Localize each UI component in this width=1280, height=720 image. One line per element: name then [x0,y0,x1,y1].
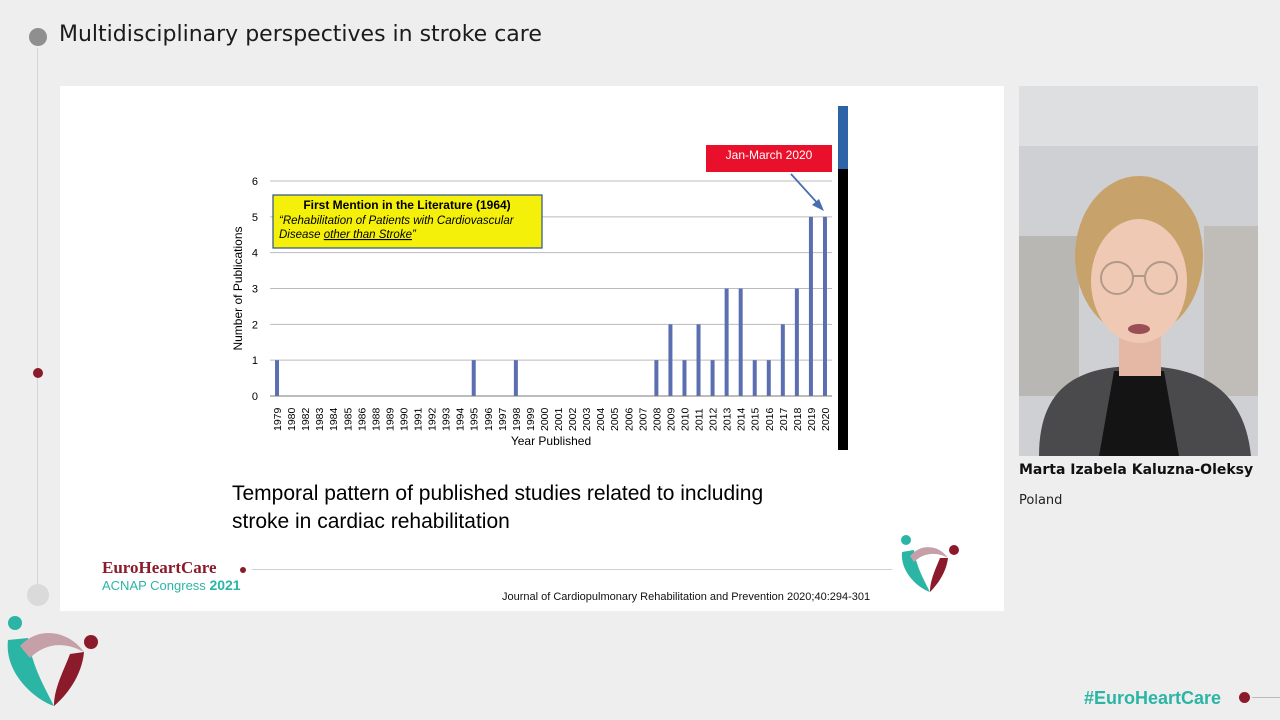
x-tick-label: 2004 [595,407,607,431]
first-mention-annotation: First Mention in the Literature (1964) “… [272,194,543,249]
x-tick-label: 2013 [722,407,734,431]
x-tick-label: 2005 [609,407,621,431]
bar-2016 [766,360,771,396]
x-tick-label: 1993 [441,407,453,431]
bar-2010 [682,360,687,396]
x-axis-label: Year Published [511,434,591,448]
timeline-dot-active [33,368,43,378]
y-tick-label: 2 [252,319,258,331]
annotation-arrow-line [790,173,821,207]
euroheartcare-logo-icon [901,535,959,592]
y-tick-label: 0 [252,391,258,403]
x-tick-label: 1996 [483,407,495,431]
x-tick-label: 2007 [637,407,649,431]
x-tick-label: 1997 [497,407,509,431]
side-strip-top [838,106,848,169]
bar-1998 [513,360,518,396]
speaker-name: Marta Izabela Kaluzna-Oleksy [1019,462,1254,478]
bar-2013 [724,288,729,396]
x-tick-label: 2019 [806,407,818,431]
presentation-slide: 0 1 2 3 4 5 6 1979 1980 1982 1983 1984 1985 1986 1988 1… [60,86,1004,611]
brand-divider [252,569,892,570]
speaker-avatar [1019,86,1258,456]
brand-name: EuroHeartCare [102,558,217,577]
x-tick-label: 2017 [778,407,790,431]
timeline-line [37,48,38,593]
event-hashtag: #EuroHeartCare [1084,688,1222,708]
x-tick-label: 2015 [750,407,762,431]
jan-march-label: Jan-March 2020 [726,148,813,162]
x-tick-label: 1989 [384,407,396,431]
x-tick-label: 2018 [792,407,804,431]
x-tick-label: 1999 [525,407,537,431]
jan-march-annotation: Jan-March 2020 [706,145,832,211]
x-tick-label: 2016 [764,407,776,431]
annotation-line1: “Rehabilitation of Patients with Cardiov… [279,215,515,227]
x-tick-label: 2011 [694,408,706,431]
x-tick-label: 1986 [356,407,368,431]
bar-2019 [808,216,813,396]
session-title: Multidisciplinary perspectives in stroke… [59,22,542,47]
x-tick-label: 2001 [553,407,565,431]
x-tick-label: 1990 [398,407,410,431]
journal-citation: Journal of Cardiopulmonary Rehabilitatio… [502,591,871,603]
y-tick-label: 1 [252,355,258,367]
speaker-country: Poland [1019,493,1063,508]
x-tick-label: 1995 [469,407,481,431]
x-tick-label: 2003 [581,407,593,431]
x-tick-label: 2008 [651,407,663,431]
x-tick-label: 1988 [370,407,382,431]
brand-subtitle: ACNAP Congress 2021 [102,577,241,593]
annotation-line2: Disease other than Stroke” [279,229,417,241]
bar-1995 [471,360,476,396]
bar-2011 [696,324,701,396]
bar-2014 [738,288,743,396]
bar-2012 [710,360,715,396]
congress-logo-icon [7,616,98,706]
bar-2017 [780,324,785,396]
x-tick-label: 1980 [286,407,298,431]
x-tick-label: 2002 [567,407,579,431]
annotation-arrow-head [812,199,824,211]
x-tick-label: 2012 [708,407,720,431]
slide-caption: Temporal pattern of published studies re… [232,482,764,533]
timeline-dot-top [29,28,47,46]
hashtag-dot [1239,692,1250,703]
brand-dot [240,567,246,573]
y-axis-label: Number of Publications [231,226,245,350]
hashtag-divider [1252,697,1280,698]
x-tick-label: 2006 [623,407,635,431]
x-tick-label: 2020 [820,407,832,431]
x-tick-label: 2009 [665,407,677,431]
x-tick-label: 1985 [342,407,354,431]
euroheartcare-brand: EuroHeartCare ACNAP Congress 2021 [102,558,241,593]
y-tick-label: 5 [252,212,258,224]
x-tick-label: 2014 [736,407,748,431]
annotation-title: First Mention in the Literature (1964) [303,198,510,212]
x-tick-label: 1998 [511,407,523,431]
x-tick-label: 1979 [272,407,284,431]
x-tick-label: 2010 [679,407,691,431]
x-tick-label: 1992 [427,407,439,431]
bar-2015 [752,360,757,396]
y-tick-label: 3 [252,284,258,296]
side-strip-bottom [838,169,848,450]
bar-2008 [654,360,659,396]
x-tick-label: 1984 [328,407,340,431]
x-tick-label: 1982 [300,407,312,431]
x-tick-label: 1983 [314,407,326,431]
x-tick-label: 2000 [539,407,551,431]
x-tick-label: 1994 [455,407,467,431]
bar-1979 [275,360,280,396]
bar-2020 [822,216,827,396]
bar-2009 [668,324,673,396]
y-tick-label: 6 [252,176,258,188]
bar-2018 [794,288,799,396]
y-tick-label: 4 [252,248,258,260]
speaker-video [1019,86,1258,456]
timeline-dot-bottom [27,584,49,606]
x-tick-label: 1991 [413,407,425,431]
